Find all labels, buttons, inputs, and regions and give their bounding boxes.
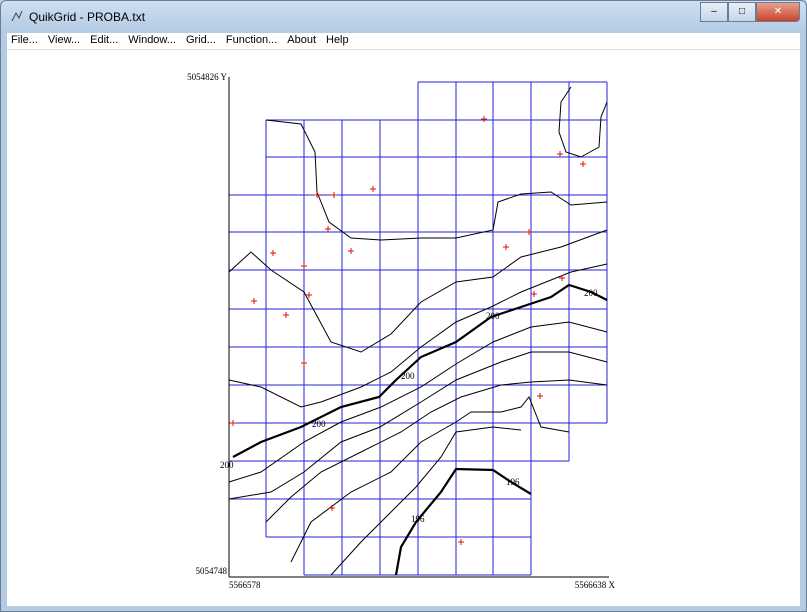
menu-item[interactable]: File...	[11, 34, 38, 46]
contour-label: 196	[506, 477, 520, 487]
contour-label: 200	[584, 288, 598, 298]
menu-item[interactable]: Edit...	[90, 34, 119, 46]
menu-item[interactable]: View...	[47, 34, 81, 46]
x-max-label: 5566638 X	[575, 580, 616, 590]
contour-label: 196	[411, 514, 425, 524]
close-button[interactable]: ✕	[756, 2, 800, 22]
maximize-button[interactable]: □	[728, 2, 756, 22]
y-min-label: 5054748	[196, 566, 228, 576]
y-max-label: 5054826 Y	[187, 72, 227, 82]
menu-item[interactable]: About	[287, 34, 316, 46]
window-title: QuikGrid - PROBA.txt	[29, 10, 146, 24]
window-buttons: – □ ✕	[700, 2, 800, 22]
app-icon	[11, 10, 23, 22]
contour-label: 200	[312, 419, 326, 429]
contour-label: 200	[486, 311, 500, 321]
menu-item[interactable]: Window...	[128, 34, 176, 46]
minimize-button[interactable]: –	[700, 2, 728, 22]
contour-label: 200	[220, 460, 234, 470]
x-min-label: 5566578	[229, 580, 261, 590]
menu-bar: File... View... Edit... Window... Grid... Fun…	[7, 33, 800, 49]
menu-item[interactable]: Help	[326, 34, 349, 46]
client-area: 5054826 Y 5054748 5566578 5566638 X 200 …	[7, 49, 800, 606]
contour-label: 200	[401, 371, 415, 381]
menu-item[interactable]: Function...	[225, 34, 278, 46]
menu-item[interactable]: Grid...	[185, 34, 216, 46]
grid-plot: 5054826 Y 5054748 5566578 5566638 X 200 …	[187, 72, 616, 590]
